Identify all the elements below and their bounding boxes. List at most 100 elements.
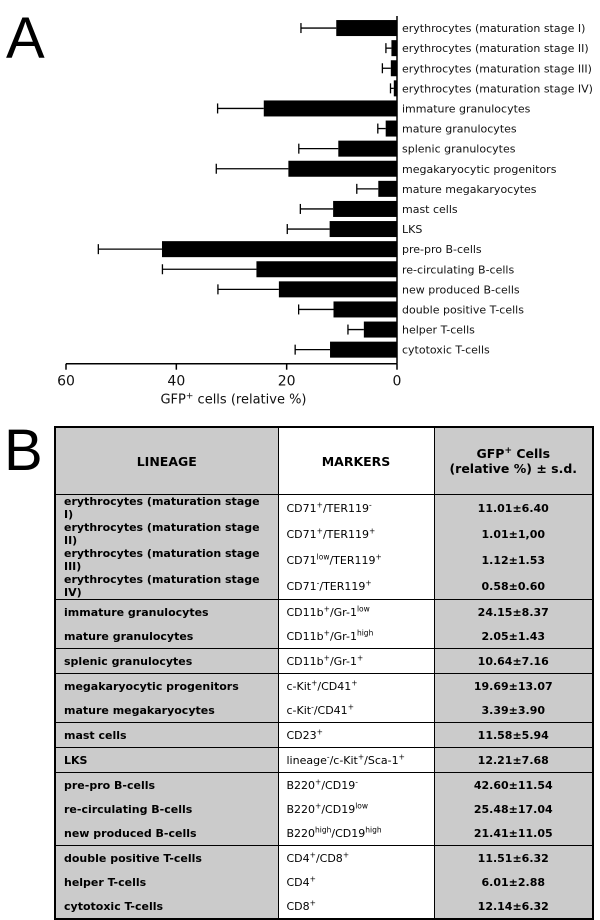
table-row: re-circulating B-cells B220+/CD19low 25.48… xyxy=(55,797,593,821)
markers-cell: B220+/CD19- xyxy=(277,772,435,797)
header-gfp-units: (relative %) ± s.d. xyxy=(449,461,578,476)
category-label: erythrocytes (maturation stage III) xyxy=(402,62,592,75)
table-row: double positive T-cells CD4+/CD8+ 11.51±6.… xyxy=(55,845,593,870)
bar xyxy=(363,321,397,338)
markers-cell: c-Kit+/CD41+ xyxy=(277,673,435,698)
category-label: pre-pro B-cells xyxy=(402,243,482,256)
value-cell: 24.15±8.37 xyxy=(434,599,593,624)
table-row: megakaryocytic progenitors c-Kit+/CD41+ 19… xyxy=(55,673,593,698)
header-lineage: LINEAGE xyxy=(55,427,278,495)
bar xyxy=(390,60,397,77)
bar xyxy=(330,341,397,358)
category-label: mast cells xyxy=(402,203,458,216)
table-row: helper T-cells CD4+ 6.01±2.88 xyxy=(55,870,593,894)
category-label: erythrocytes (maturation stage IV) xyxy=(402,82,593,95)
lineage-cell: mature megakaryocytes xyxy=(55,698,278,723)
category-label: splenic granulocytes xyxy=(402,143,516,156)
panel-b-label: B xyxy=(4,418,43,483)
bar xyxy=(333,200,397,217)
bar xyxy=(378,180,397,197)
table-row: splenic granulocytes CD11b+/Gr-1+ 10.64±7.… xyxy=(55,648,593,674)
lineage-cell: LKS xyxy=(55,747,278,773)
value-cell: 11.58±5.94 xyxy=(434,722,593,748)
table-row: erythrocytes (maturation stage IV) CD71-/… xyxy=(55,573,593,600)
value-cell: 2.05±1.43 xyxy=(434,624,593,649)
lineage-cell: erythrocytes (maturation stage I) xyxy=(55,494,278,521)
lineage-cell: megakaryocytic progenitors xyxy=(55,673,278,698)
table-row: mature granulocytes CD11b+/Gr-1high 2.05±1… xyxy=(55,624,593,649)
bar xyxy=(391,40,397,57)
markers-cell: B220high/CD19high xyxy=(277,821,435,846)
lineage-cell: immature granulocytes xyxy=(55,599,278,624)
markers-cell: CD71+/TER119- xyxy=(277,494,435,521)
markers-cell: CD11b+/Gr-1low xyxy=(277,599,435,624)
category-label: new produced B-cells xyxy=(402,283,520,296)
lineage-cell: re-circulating B-cells xyxy=(55,797,278,821)
value-cell: 1.01±1,00 xyxy=(434,521,593,547)
category-label: cytotoxic T-cells xyxy=(402,344,490,357)
category-label: LKS xyxy=(402,223,422,236)
bar xyxy=(338,140,397,157)
markers-cell: B220+/CD19low xyxy=(277,797,435,821)
table-row: pre-pro B-cells B220+/CD19- 42.60±11.54 xyxy=(55,772,593,797)
lineage-cell: new produced B-cells xyxy=(55,821,278,846)
table-row: new produced B-cells B220high/CD19high 21.… xyxy=(55,821,593,846)
table-row: erythrocytes (maturation stage III) CD71l… xyxy=(55,547,593,573)
header-gfp-text: GFP xyxy=(476,446,505,461)
lineage-cell: erythrocytes (maturation stage III) xyxy=(55,547,278,573)
x-tick-label: 20 xyxy=(278,374,296,390)
panel-a-label: A xyxy=(6,6,45,71)
value-cell: 3.39±3.90 xyxy=(434,698,593,723)
category-label: erythrocytes (maturation stage II) xyxy=(402,42,589,55)
lineage-cell: mast cells xyxy=(55,722,278,748)
lineage-cell: erythrocytes (maturation stage II) xyxy=(55,521,278,547)
header-markers: MARKERS xyxy=(277,427,435,495)
bar xyxy=(329,221,397,238)
category-label: erythrocytes (maturation stage I) xyxy=(402,22,585,35)
markers-cell: CD71-/TER119+ xyxy=(277,573,435,600)
markers-cell: CD4+/CD8+ xyxy=(277,845,435,870)
markers-cell: lineage-/c-Kit+/Sca-1+ xyxy=(277,747,435,773)
markers-cell: CD23+ xyxy=(277,722,435,748)
bar xyxy=(278,281,397,298)
x-tick-label: 40 xyxy=(167,374,185,390)
value-cell: 21.41±11.05 xyxy=(434,821,593,846)
value-cell: 12.21±7.68 xyxy=(434,747,593,773)
header-gfp-cells: Cells xyxy=(512,446,551,461)
bar xyxy=(161,241,397,258)
table-row: mast cells CD23+ 11.58±5.94 xyxy=(55,722,593,748)
markers-cell: CD4+ xyxy=(277,870,435,894)
lineage-cell: pre-pro B-cells xyxy=(55,772,278,797)
markers-cell: CD8+ xyxy=(277,894,435,919)
category-label: megakaryocytic progenitors xyxy=(402,163,557,176)
value-cell: 10.64±7.16 xyxy=(434,648,593,674)
category-label: re-circulating B-cells xyxy=(402,263,514,276)
lineage-cell: helper T-cells xyxy=(55,870,278,894)
lineage-cell: double positive T-cells xyxy=(55,845,278,870)
markers-cell: c-Kit-/CD41+ xyxy=(277,698,435,723)
lineage-cell: cytotoxic T-cells xyxy=(55,894,278,919)
table-row: mature megakaryocytes c-Kit-/CD41+ 3.39±3.… xyxy=(55,698,593,723)
lineage-cell: erythrocytes (maturation stage IV) xyxy=(55,573,278,600)
value-cell: 12.14±6.32 xyxy=(434,894,593,919)
bar xyxy=(256,261,397,278)
header-gfp-sup: + xyxy=(504,445,512,456)
value-cell: 25.48±17.04 xyxy=(434,797,593,821)
table-body: erythrocytes (maturation stage I) CD71+/T… xyxy=(55,494,593,919)
table-row: cytotoxic T-cells CD8+ 12.14±6.32 xyxy=(55,894,593,919)
bar xyxy=(288,160,397,177)
header-gfp: GFP+ Cells (relative %) ± s.d. xyxy=(434,427,593,495)
category-label: helper T-cells xyxy=(402,324,475,337)
value-cell: 11.01±6.40 xyxy=(434,494,593,521)
value-cell: 6.01±2.88 xyxy=(434,870,593,894)
table-row: LKS lineage-/c-Kit+/Sca-1+ 12.21±7.68 xyxy=(55,747,593,773)
value-cell: 19.69±13.07 xyxy=(434,673,593,698)
markers-cell: CD11b+/Gr-1high xyxy=(277,624,435,649)
markers-cell: CD71+/TER119+ xyxy=(277,521,435,547)
x-tick-label: 0 xyxy=(393,374,402,390)
category-label: immature granulocytes xyxy=(402,102,531,115)
category-label: mature megakaryocytes xyxy=(402,183,537,196)
x-tick-label: 60 xyxy=(57,374,75,390)
bar xyxy=(263,100,397,117)
lineage-table: LINEAGE MARKERS GFP+ Cells (relative %) … xyxy=(54,426,594,920)
